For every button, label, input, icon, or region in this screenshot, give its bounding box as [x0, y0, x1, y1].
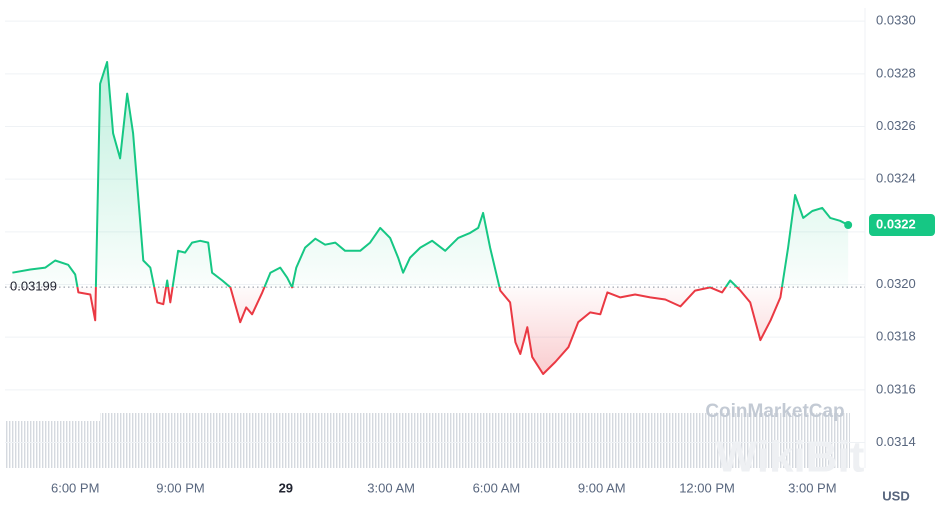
- price-line: [12, 61, 849, 375]
- baseline-label: 0.03199: [10, 279, 57, 294]
- x-tick-label: 6:00 AM: [473, 480, 521, 495]
- watermark: WikiBit: [716, 433, 865, 482]
- y-tick-label: 0.0324: [876, 171, 916, 186]
- last-price-dot: [844, 220, 853, 229]
- y-tick-label: 0.0320: [876, 276, 916, 291]
- x-tick-label: 3:00 PM: [788, 480, 836, 495]
- y-tick-label: 0.0316: [876, 381, 916, 396]
- y-tick-label: 0.0318: [876, 329, 916, 344]
- volume-bars: [100, 413, 850, 468]
- x-tick-label: 9:00 AM: [578, 480, 626, 495]
- y-tick-label: 0.0330: [876, 13, 916, 28]
- x-tick-label: 6:00 PM: [51, 480, 99, 495]
- last-price-label: 0.0322: [876, 216, 916, 231]
- last-price-badge: [869, 213, 935, 236]
- x-tick-label: 29: [279, 480, 293, 495]
- volume-bars: [5, 421, 100, 468]
- y-tick-label: 0.0326: [876, 118, 916, 133]
- y-axis-label: USD: [882, 488, 909, 503]
- x-tick-label: 12:00 PM: [679, 480, 735, 495]
- x-tick-label: 3:00 AM: [367, 480, 415, 495]
- y-tick-label: 0.0314: [876, 434, 916, 449]
- price-area: [12, 62, 849, 374]
- y-tick-label: 0.0328: [876, 65, 916, 80]
- watermark: CoinMarketCap: [705, 401, 844, 422]
- x-tick-label: 9:00 PM: [156, 480, 204, 495]
